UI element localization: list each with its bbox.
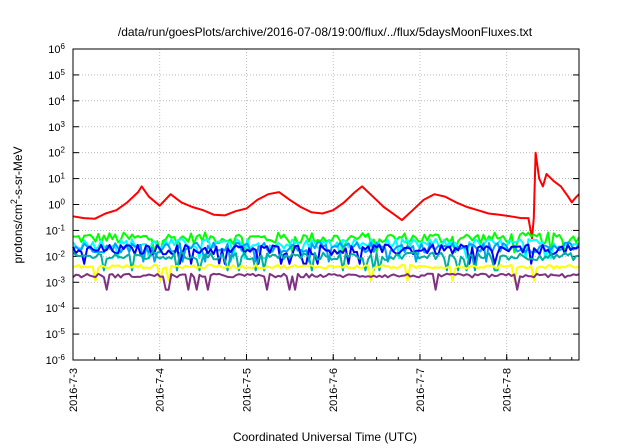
y-tick-label: 10-6 bbox=[46, 353, 66, 368]
y-tick-label: 10-2 bbox=[46, 249, 66, 264]
y-tick-label: 10-3 bbox=[46, 275, 66, 290]
x-tick-label: 2016-7-7 bbox=[415, 368, 427, 412]
y-tick-base: 10 bbox=[48, 200, 60, 212]
y-tick-base: 10 bbox=[46, 251, 58, 263]
y-tick-base: 10 bbox=[46, 355, 58, 367]
y-tick-exponent: -5 bbox=[58, 327, 66, 336]
y-tick-exponent: 3 bbox=[61, 119, 66, 128]
y-tick-base: 10 bbox=[46, 277, 58, 289]
x-tick-label: 2016-7-5 bbox=[241, 368, 253, 412]
y-tick-label: 103 bbox=[48, 119, 65, 134]
y-tick-exponent: -6 bbox=[58, 353, 66, 362]
y-tick-label: 102 bbox=[48, 145, 65, 160]
series-line-5 bbox=[72, 251, 580, 272]
y-tick-base: 10 bbox=[46, 303, 58, 315]
y-tick-base: 10 bbox=[48, 44, 60, 56]
y-tick-label: 104 bbox=[48, 93, 65, 108]
series-group bbox=[72, 151, 580, 291]
y-axis-label-prefix: protons/cm bbox=[11, 204, 25, 263]
y-axis-label: protons/cm2-s-sr-MeV bbox=[9, 146, 25, 263]
y-tick-exponent: -4 bbox=[58, 301, 66, 310]
x-tick-label: 2016-7-4 bbox=[155, 368, 167, 412]
x-tick-label: 2016-7-6 bbox=[328, 368, 340, 412]
y-tick-label: 100 bbox=[48, 197, 65, 212]
y-axis-ticks: 10-610-510-410-310-210-11001011021031041… bbox=[46, 42, 579, 368]
y-tick-base: 10 bbox=[46, 329, 58, 341]
series-line-4 bbox=[72, 243, 580, 265]
y-tick-exponent: -2 bbox=[58, 249, 66, 258]
x-axis-ticks: 2016-7-3 2016-7-4 2016-7-5 2016-7-6 2016-7-7… bbox=[68, 354, 573, 412]
y-tick-label: 10-5 bbox=[46, 327, 66, 342]
y-tick-exponent: -3 bbox=[58, 275, 66, 284]
x-tick-label: 2016-7-8 bbox=[502, 368, 514, 412]
y-tick-exponent: 4 bbox=[61, 93, 66, 102]
y-tick-label: 105 bbox=[48, 67, 65, 82]
series-line-7 bbox=[72, 272, 580, 291]
grid bbox=[73, 49, 579, 360]
series-line-3 bbox=[72, 241, 580, 263]
y-tick-base: 10 bbox=[48, 148, 60, 160]
y-tick-base: 10 bbox=[48, 174, 60, 186]
y-tick-base: 10 bbox=[48, 122, 60, 134]
x-tick-label: 2016-7-3 bbox=[68, 368, 80, 412]
y-tick-label: 101 bbox=[48, 171, 65, 186]
y-tick-exponent: 1 bbox=[61, 171, 66, 180]
y-tick-label: 10-1 bbox=[46, 223, 66, 238]
series-line-1 bbox=[72, 231, 580, 254]
series-line-6 bbox=[72, 263, 580, 282]
y-tick-label: 106 bbox=[48, 42, 65, 57]
y-tick-base: 10 bbox=[48, 96, 60, 108]
y-axis-label-suffix: -s-sr-MeV bbox=[11, 146, 25, 199]
chart-title: /data/run/goesPlots/archive/2016-07-08/1… bbox=[118, 25, 533, 39]
y-tick-exponent: -1 bbox=[58, 223, 66, 232]
y-tick-base: 10 bbox=[46, 225, 58, 237]
y-tick-base: 10 bbox=[48, 70, 60, 82]
x-axis-label: Coordinated Universal Time (UTC) bbox=[233, 430, 417, 444]
y-axis-label-sup: 2 bbox=[9, 199, 19, 204]
y-tick-exponent: 2 bbox=[61, 145, 66, 154]
y-tick-exponent: 6 bbox=[61, 42, 66, 51]
plot-frame bbox=[72, 48, 580, 361]
series-line-0 bbox=[72, 151, 580, 240]
y-tick-label: 10-4 bbox=[46, 301, 66, 316]
y-tick-exponent: 5 bbox=[61, 67, 66, 76]
y-tick-exponent: 0 bbox=[61, 197, 66, 206]
